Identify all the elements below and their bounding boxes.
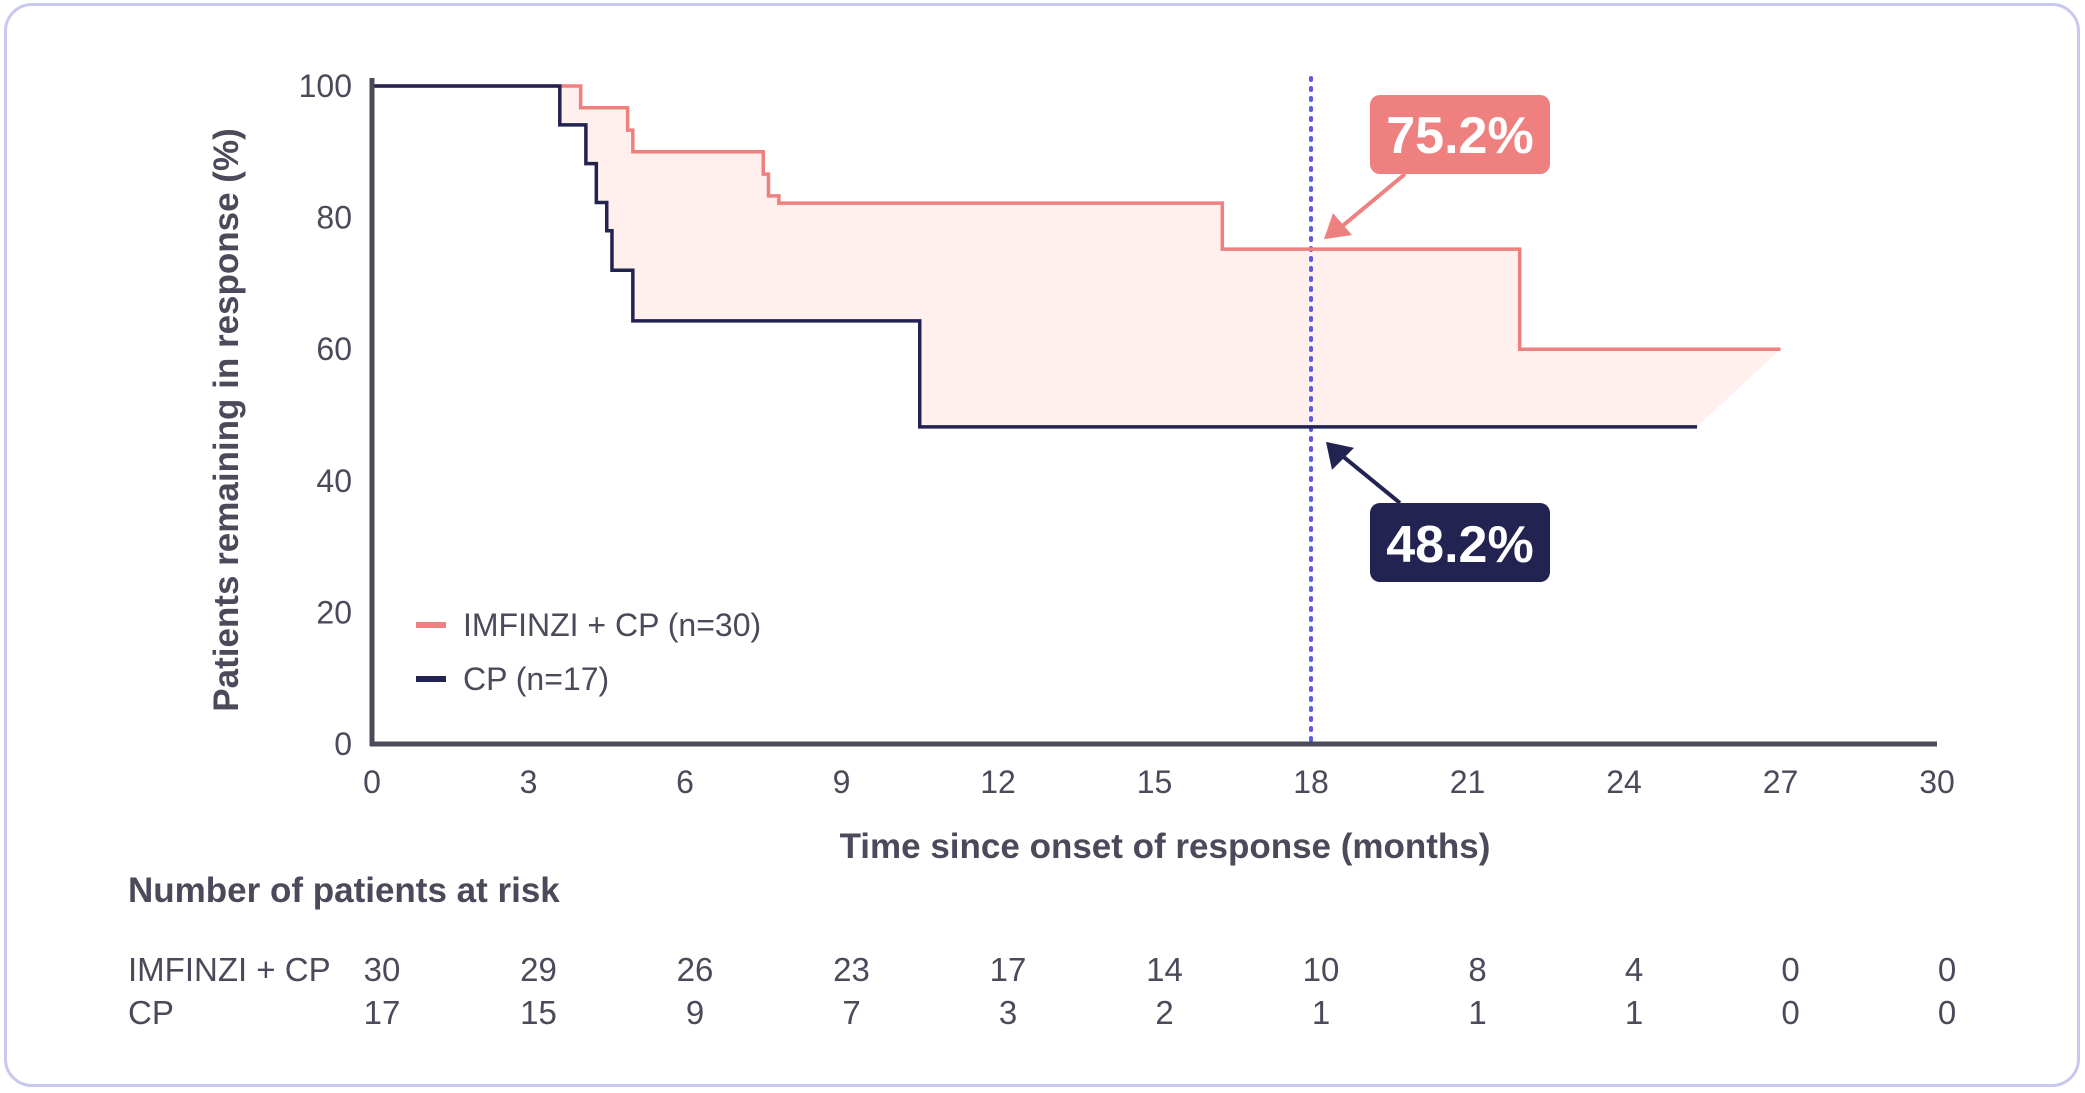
legend-label: CP (n=17): [463, 661, 609, 697]
risk-count: 26: [677, 951, 714, 988]
risk-count: 14: [1146, 951, 1183, 988]
x-tick-label: 6: [676, 764, 694, 800]
callout-arrowhead: [1324, 213, 1352, 240]
risk-count: 9: [686, 994, 704, 1031]
callout-label-cp: 48.2%: [1386, 516, 1533, 574]
y-tick-label: 80: [316, 200, 352, 236]
callout-label-imfinzi: 75.2%: [1386, 107, 1533, 165]
y-tick-label: 60: [316, 331, 352, 367]
risk-count: 1: [1625, 994, 1643, 1031]
risk-count: 3: [999, 994, 1017, 1031]
x-tick-label: 15: [1137, 764, 1173, 800]
risk-count: 0: [1781, 951, 1799, 988]
chart-card: [4, 3, 2080, 1087]
risk-count: 1: [1312, 994, 1330, 1031]
x-tick-label: 9: [833, 764, 851, 800]
risk-count: 0: [1781, 994, 1799, 1031]
x-tick-label: 18: [1293, 764, 1329, 800]
x-tick-label: 0: [363, 764, 381, 800]
x-tick-label: 30: [1919, 764, 1955, 800]
risk-row-label: CP: [128, 994, 174, 1031]
risk-count: 23: [833, 951, 870, 988]
risk-count: 0: [1938, 951, 1956, 988]
risk-count: 15: [520, 994, 557, 1031]
risk-count: 8: [1468, 951, 1486, 988]
risk-count: 0: [1938, 994, 1956, 1031]
risk-count: 29: [520, 951, 557, 988]
x-tick-label: 24: [1606, 764, 1642, 800]
series-imfinzi-cp-line: [372, 84, 1781, 351]
x-tick-label: 21: [1450, 764, 1486, 800]
series-cp-line: [372, 84, 1698, 429]
callout-arrow-line: [1339, 453, 1402, 505]
risk-count: 17: [990, 951, 1027, 988]
y-tick-label: 40: [316, 463, 352, 499]
risk-count: 17: [364, 994, 401, 1031]
y-axis-title: Patients remaining in response (%): [207, 128, 246, 711]
x-tick-label: 3: [520, 764, 538, 800]
y-tick-label: 0: [334, 726, 352, 762]
callout-arrowhead: [1326, 441, 1354, 470]
x-axis-title: Time since onset of response (months): [840, 827, 1491, 866]
risk-count: 10: [1303, 951, 1340, 988]
callout-box-cp: [1370, 503, 1550, 582]
risk-count: 2: [1155, 994, 1173, 1031]
risk-row-label: IMFINZI + CP: [128, 951, 331, 988]
callout-arrow-line: [1339, 172, 1407, 229]
y-tick-label: 20: [316, 594, 352, 630]
risk-count: 7: [842, 994, 860, 1031]
x-tick-label: 27: [1763, 764, 1799, 800]
risk-count: 4: [1625, 951, 1643, 988]
between-curves-fill: [372, 86, 1781, 427]
callout-box-imfinzi: [1370, 95, 1550, 174]
risk-table-title: Number of patients at risk: [128, 871, 560, 910]
risk-count: 1: [1468, 994, 1486, 1031]
legend-label: IMFINZI + CP (n=30): [463, 607, 761, 643]
risk-count: 30: [364, 951, 401, 988]
y-tick-label: 100: [299, 68, 352, 104]
x-tick-label: 12: [980, 764, 1016, 800]
